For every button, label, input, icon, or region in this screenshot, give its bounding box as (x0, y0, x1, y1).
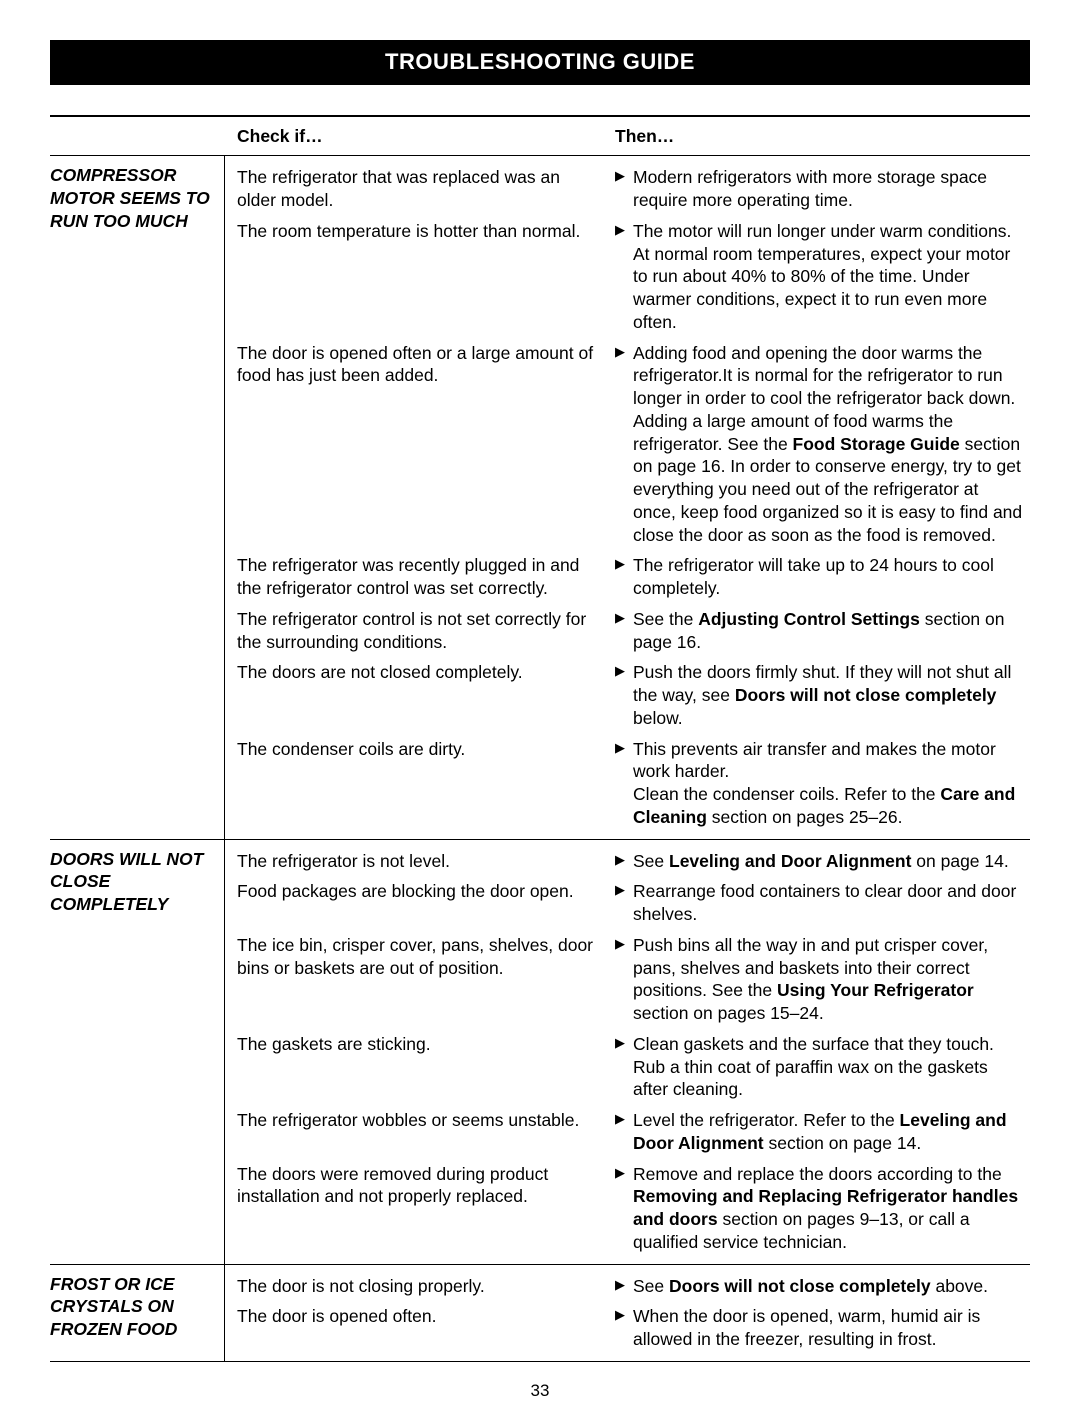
then-cell: ▶See Doors will not close completely abo… (615, 1275, 1030, 1298)
then-cell: ▶Modern refrigerators with more storage … (615, 166, 1030, 212)
then-cell: ▶Adding food and opening the door warms … (615, 342, 1030, 547)
check-cell: The condenser coils are dirty. (225, 738, 615, 829)
table-row: The refrigerator was recently plugged in… (225, 550, 1030, 604)
rows-container: The door is not closing properly.▶See Do… (225, 1265, 1030, 1361)
arrow-icon: ▶ (615, 880, 633, 926)
page-number: 33 (50, 1380, 1030, 1402)
arrow-icon: ▶ (615, 1163, 633, 1254)
then-cell: ▶Remove and replace the doors according … (615, 1163, 1030, 1254)
then-text: Remove and replace the doors according t… (633, 1163, 1025, 1254)
check-cell: The refrigerator was recently plugged in… (225, 554, 615, 600)
check-cell: Food packages are blocking the door open… (225, 880, 615, 926)
table-row: The doors were removed during product in… (225, 1159, 1030, 1264)
check-cell: The refrigerator control is not set corr… (225, 608, 615, 654)
arrow-icon: ▶ (615, 738, 633, 829)
header-check: Check if… (225, 117, 615, 156)
check-cell: The refrigerator wobbles or seems unstab… (225, 1109, 615, 1155)
arrow-icon: ▶ (615, 1033, 633, 1101)
check-cell: The doors were removed during product in… (225, 1163, 615, 1254)
then-text: Modern refrigerators with more storage s… (633, 166, 1025, 212)
table-header-row: Check if… Then… (50, 117, 1030, 157)
arrow-icon: ▶ (615, 1305, 633, 1351)
table-row: Food packages are blocking the door open… (225, 876, 1030, 930)
problem-label: FROST OR ICE CRYSTALS ON FROZEN FOOD (50, 1265, 225, 1361)
table-row: The door is opened often.▶When the door … (225, 1301, 1030, 1361)
header-problem (50, 117, 225, 156)
arrow-icon: ▶ (615, 661, 633, 729)
arrow-icon: ▶ (615, 934, 633, 1025)
then-cell: ▶This prevents air transfer and makes th… (615, 738, 1030, 829)
arrow-icon: ▶ (615, 342, 633, 547)
check-cell: The door is opened often or a large amou… (225, 342, 615, 547)
arrow-icon: ▶ (615, 1109, 633, 1155)
then-cell: ▶When the door is opened, warm, humid ai… (615, 1305, 1030, 1351)
check-cell: The refrigerator that was replaced was a… (225, 166, 615, 212)
then-cell: ▶See the Adjusting Control Settings sect… (615, 608, 1030, 654)
check-cell: The room temperature is hotter than norm… (225, 220, 615, 334)
table-row: The refrigerator is not level.▶See Level… (225, 840, 1030, 877)
then-text: Push bins all the way in and put crisper… (633, 934, 1025, 1025)
table-row: The gaskets are sticking.▶Clean gaskets … (225, 1029, 1030, 1105)
table-row: The door is opened often or a large amou… (225, 338, 1030, 551)
check-cell: The ice bin, crisper cover, pans, shelve… (225, 934, 615, 1025)
then-text: Push the doors firmly shut. If they will… (633, 661, 1025, 729)
then-cell: ▶Clean gaskets and the surface that they… (615, 1033, 1030, 1101)
then-cell: ▶Push the doors firmly shut. If they wil… (615, 661, 1030, 729)
problem-label: COMPRESSOR MOTOR SEEMS TO RUN TOO MUCH (50, 156, 225, 838)
then-text: The refrigerator will take up to 24 hour… (633, 554, 1025, 600)
header-then: Then… (615, 117, 1030, 156)
then-text: The motor will run longer under warm con… (633, 220, 1025, 334)
troubleshooting-table: Check if… Then… COMPRESSOR MOTOR SEEMS T… (50, 115, 1030, 1362)
then-text: Level the refrigerator. Refer to the Lev… (633, 1109, 1025, 1155)
rows-container: The refrigerator is not level.▶See Level… (225, 840, 1030, 1264)
arrow-icon: ▶ (615, 220, 633, 334)
rows-container: The refrigerator that was replaced was a… (225, 156, 1030, 838)
table-row: The refrigerator that was replaced was a… (225, 156, 1030, 216)
arrow-icon: ▶ (615, 1275, 633, 1298)
table-row: The ice bin, crisper cover, pans, shelve… (225, 930, 1030, 1029)
then-cell: ▶Rearrange food containers to clear door… (615, 880, 1030, 926)
table-section: FROST OR ICE CRYSTALS ON FROZEN FOODThe … (50, 1265, 1030, 1362)
table-row: The refrigerator control is not set corr… (225, 604, 1030, 658)
then-text: Clean gaskets and the surface that they … (633, 1033, 1025, 1101)
arrow-icon: ▶ (615, 850, 633, 873)
problem-label: DOORS WILL NOT CLOSE COMPLETELY (50, 840, 225, 1264)
then-text: See the Adjusting Control Settings secti… (633, 608, 1025, 654)
table-row: The doors are not closed completely.▶Pus… (225, 657, 1030, 733)
then-cell: ▶The refrigerator will take up to 24 hou… (615, 554, 1030, 600)
table-row: The refrigerator wobbles or seems unstab… (225, 1105, 1030, 1159)
then-text: Adding food and opening the door warms t… (633, 342, 1025, 547)
check-cell: The door is not closing properly. (225, 1275, 615, 1298)
then-text: When the door is opened, warm, humid air… (633, 1305, 1025, 1351)
table-row: The room temperature is hotter than norm… (225, 216, 1030, 338)
check-cell: The gaskets are sticking. (225, 1033, 615, 1101)
then-text: Rearrange food containers to clear door … (633, 880, 1025, 926)
then-cell: ▶Push bins all the way in and put crispe… (615, 934, 1030, 1025)
page-title: TROUBLESHOOTING GUIDE (50, 40, 1030, 85)
then-text: See Doors will not close completely abov… (633, 1275, 1025, 1298)
then-text: See Leveling and Door Alignment on page … (633, 850, 1025, 873)
then-cell: ▶The motor will run longer under warm co… (615, 220, 1030, 334)
table-row: The door is not closing properly.▶See Do… (225, 1265, 1030, 1302)
table-section: DOORS WILL NOT CLOSE COMPLETELYThe refri… (50, 840, 1030, 1265)
arrow-icon: ▶ (615, 166, 633, 212)
check-cell: The refrigerator is not level. (225, 850, 615, 873)
table-row: The condenser coils are dirty.▶This prev… (225, 734, 1030, 839)
arrow-icon: ▶ (615, 608, 633, 654)
check-cell: The door is opened often. (225, 1305, 615, 1351)
then-cell: ▶Level the refrigerator. Refer to the Le… (615, 1109, 1030, 1155)
then-text: This prevents air transfer and makes the… (633, 738, 1025, 829)
then-cell: ▶See Leveling and Door Alignment on page… (615, 850, 1030, 873)
table-section: COMPRESSOR MOTOR SEEMS TO RUN TOO MUCHTh… (50, 156, 1030, 839)
check-cell: The doors are not closed completely. (225, 661, 615, 729)
arrow-icon: ▶ (615, 554, 633, 600)
